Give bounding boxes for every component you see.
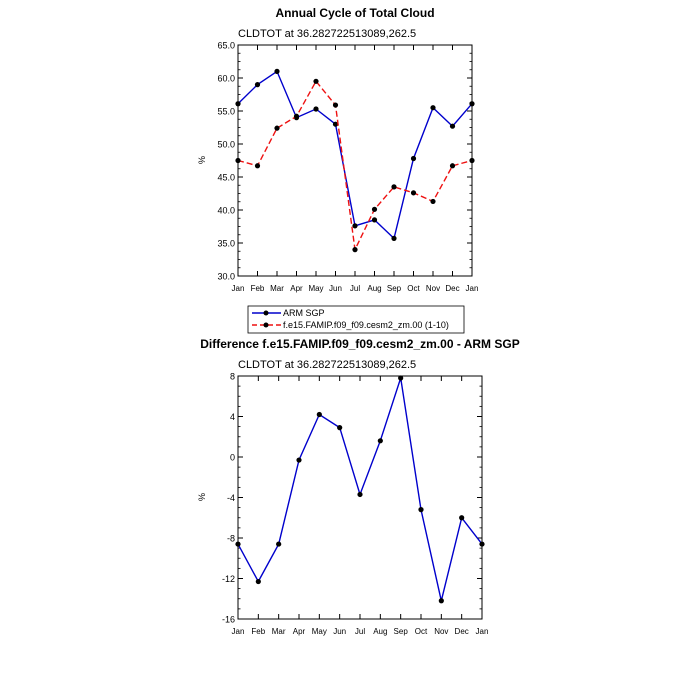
x-tick-label: Dec — [455, 627, 469, 636]
y-tick-label: -4 — [227, 493, 235, 503]
y-tick-label: 30.0 — [217, 272, 235, 282]
y-tick-label: 8 — [230, 372, 235, 382]
legend-label-arm: ARM SGP — [283, 308, 325, 318]
y-tick-label: -8 — [227, 534, 235, 544]
x-tick-label: Mar — [270, 284, 284, 293]
y-axis-label: % — [197, 493, 207, 501]
data-point — [410, 190, 417, 196]
data-point — [274, 125, 280, 131]
data-point — [418, 507, 424, 513]
legend-label-model: f.e15.FAMIP.f09_f09.cesm2_zm.00 (1-10) — [283, 320, 449, 330]
data-point — [352, 223, 358, 229]
x-tick-label: May — [308, 284, 323, 293]
data-point — [459, 515, 465, 521]
series-marks — [235, 68, 475, 253]
data-point — [296, 457, 302, 463]
data-point — [313, 106, 319, 112]
legend-marker-arm — [263, 310, 269, 316]
x-tick-label: Jul — [355, 627, 365, 636]
y-tick-label: 45.0 — [217, 173, 235, 183]
data-point — [430, 105, 436, 111]
x-tick-label: Oct — [415, 627, 428, 636]
y-tick-label: -16 — [222, 615, 235, 625]
chart-subtitle: CLDTOT at 36.282722513089,262.5 — [238, 28, 416, 40]
x-tick-label: Apr — [290, 284, 303, 293]
data-point — [371, 206, 378, 212]
data-point — [293, 113, 300, 119]
data-point — [438, 598, 444, 604]
x-tick-label: Jan — [476, 627, 489, 636]
chart-title: Annual Cycle of Total Cloud — [275, 6, 434, 20]
x-tick-label: Feb — [251, 627, 265, 636]
series-line-primary — [237, 377, 483, 601]
x-tick-label: Nov — [434, 627, 448, 636]
difference-panel: Difference f.e15.FAMIP.f09_f09.cesm2_zm.… — [197, 337, 520, 636]
data-point — [449, 123, 456, 129]
data-point — [430, 198, 436, 205]
data-point — [449, 163, 456, 169]
plot-area: 30.0 35.0 40.0 45.0 50.0 55.0 60.0 65.0 Jan Feb Ma… — [217, 41, 478, 294]
x-tick-label: Jun — [329, 284, 342, 293]
series-line-primary — [237, 70, 473, 240]
data-point — [391, 235, 397, 241]
y-tick-label: 65.0 — [217, 41, 235, 51]
chart-title: Difference f.e15.FAMIP.f09_f09.cesm2_zm.… — [200, 337, 519, 351]
data-point — [371, 217, 378, 223]
legend-box — [247, 305, 465, 334]
data-point — [352, 247, 358, 253]
plot-frame — [237, 375, 483, 620]
x-tick-label: Nov — [426, 284, 440, 293]
x-tick-label: Apr — [293, 627, 306, 636]
annual-cycle-panel: Annual Cycle of Total Cloud CLDTOT at 36… — [197, 6, 478, 293]
x-tick-label: Dec — [445, 284, 459, 293]
data-point — [332, 121, 339, 127]
x-tick-label: Jul — [350, 284, 360, 293]
plot-area: -16 -12 -8 -4 0 4 8 Jan Feb Mar Apr May Jun Jul Aug Sep… — [222, 372, 488, 637]
y-tick-label: 60.0 — [217, 74, 235, 84]
series-marks — [235, 375, 485, 604]
y-tick-label: 4 — [230, 412, 235, 422]
x-tick-label: Mar — [272, 627, 286, 636]
data-point — [398, 375, 404, 381]
x-tick-label: Sep — [394, 627, 409, 636]
y-tick-label: 35.0 — [217, 239, 235, 249]
x-tick-label: Sep — [387, 284, 402, 293]
data-point — [332, 102, 339, 108]
y-tick-label: 55.0 — [217, 107, 235, 117]
data-point — [357, 491, 363, 498]
data-point — [337, 425, 343, 431]
data-point — [316, 411, 322, 418]
y-tick-label: 0 — [230, 453, 235, 463]
y-tick-label: 40.0 — [217, 206, 235, 216]
chart-subtitle: CLDTOT at 36.282722513089,262.5 — [238, 359, 416, 371]
data-point — [254, 163, 261, 169]
data-point — [377, 438, 383, 444]
x-tick-label: Oct — [407, 284, 420, 293]
data-point — [254, 82, 261, 88]
data-point — [276, 541, 282, 547]
y-tick-label: -12 — [222, 574, 235, 584]
x-tick-label: Jan — [232, 284, 245, 293]
data-point — [410, 155, 417, 162]
data-point — [313, 78, 319, 84]
x-tick-label: Aug — [367, 284, 381, 293]
x-tick-label: Jan — [232, 627, 245, 636]
y-tick-label: 50.0 — [217, 140, 235, 150]
x-tick-label: Jan — [466, 284, 479, 293]
data-point — [274, 68, 280, 74]
x-tick-label: Feb — [251, 284, 265, 293]
legend-marker-model — [263, 322, 269, 328]
plot-frame — [237, 44, 473, 277]
x-tick-label: Jun — [333, 627, 346, 636]
x-tick-label: May — [312, 627, 327, 636]
y-axis-label: % — [197, 156, 207, 164]
legend: ARM SGP f.e15.FAMIP.f09_f09.cesm2_zm.00 … — [247, 305, 465, 334]
data-point — [391, 184, 397, 190]
x-tick-label: Aug — [373, 627, 387, 636]
data-point — [255, 578, 261, 585]
